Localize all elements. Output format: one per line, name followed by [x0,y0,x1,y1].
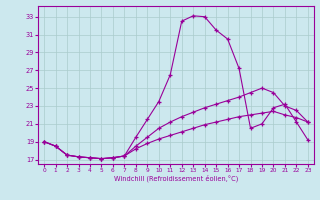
X-axis label: Windchill (Refroidissement éolien,°C): Windchill (Refroidissement éolien,°C) [114,175,238,182]
